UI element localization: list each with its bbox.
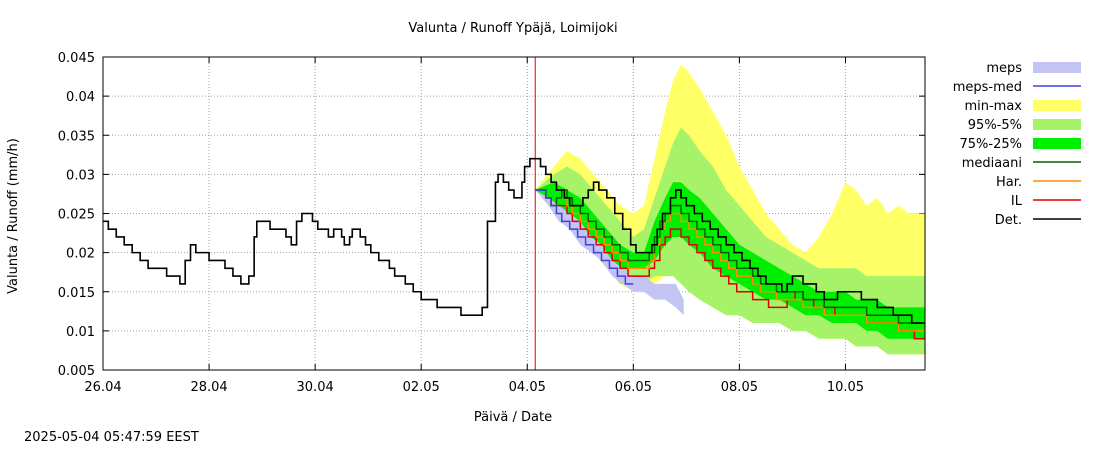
x-tick-labels: 26.04 28.04 30.04 02.05 04.05 06.05 08.05 10.05 [84,380,864,395]
legend-swatch [1033,62,1081,73]
chart-title: Valunta / Runoff Ypäjä, Loimijoki [408,21,617,36]
legend: meps meps-med min-max 95%-5% 75%-25% mediaani… [953,61,1081,228]
legend-swatch [1033,119,1081,130]
y-tick-label: 0.035 [58,129,95,144]
x-tick-label: 30.04 [297,380,334,395]
legend-swatch [1033,100,1081,111]
legend-swatch [1033,138,1081,149]
legend-label: IL [1011,194,1023,209]
x-axis-label: Päivä / Date [474,410,552,425]
legend-label: 95%-5% [968,118,1022,133]
y-tick-labels: 0.005 0.01 0.015 0.02 0.025 0.03 0.035 0.04 0.04… [58,51,95,379]
series-mediaani [535,189,925,324]
x-tick-label: 10.05 [827,380,864,395]
y-tick-label: 0.04 [66,90,95,105]
series-Det. [103,157,925,324]
y-tick-label: 0.005 [58,364,95,379]
legend-label: 75%-25% [960,137,1022,152]
series-Har. [535,189,925,332]
timestamp: 2025-05-04 05:47:59 EEST [24,430,199,445]
plot-frame [102,56,926,371]
y-axis-label: Valunta / Runoff (mm/h) [6,138,21,294]
x-tick-label: 02.05 [403,380,440,395]
y-tick-label: 0.01 [66,325,95,340]
y-tick-label: 0.03 [66,168,95,183]
y-tick-label: 0.025 [58,208,95,223]
legend-label: meps-med [953,80,1022,95]
series-meps-med [535,189,634,285]
y-tick-label: 0.02 [66,247,95,262]
x-tick-label: 06.05 [615,380,652,395]
legend-label: Det. [995,213,1022,228]
legend-label: meps [986,61,1022,76]
legend-label: min-max [964,99,1022,114]
x-tick-label: 28.04 [190,380,227,395]
x-tick-label: 08.05 [721,380,758,395]
y-tick-label: 0.015 [58,286,95,301]
y-tick-label: 0.045 [58,51,95,66]
x-tick-label: 26.04 [84,380,121,395]
legend-label: mediaani [962,156,1022,171]
x-tick-label: 04.05 [509,380,546,395]
series-lines [103,157,925,340]
legend-label: Har. [996,175,1022,190]
